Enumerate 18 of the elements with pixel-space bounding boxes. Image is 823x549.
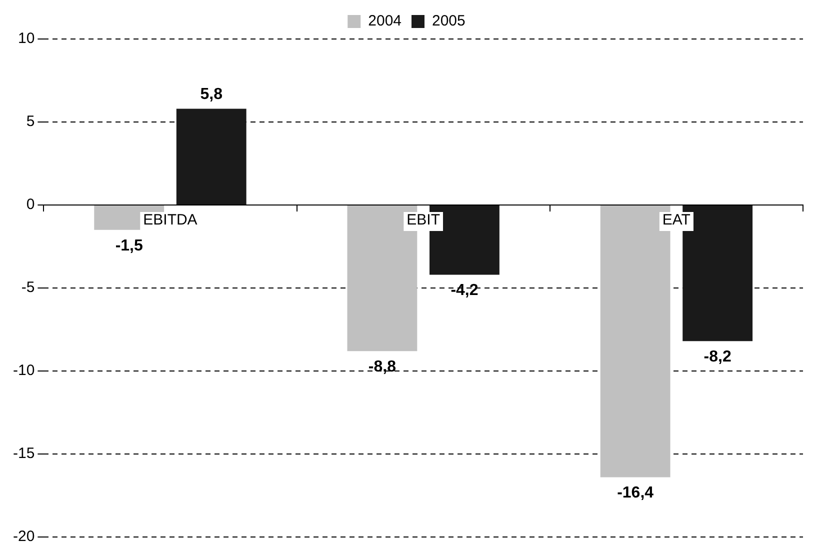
legend-label: 2005 — [432, 12, 466, 30]
legend-label: 2004 — [368, 12, 402, 30]
x-tick-label: EBITDA — [143, 212, 198, 229]
x-tick-label: EAT — [662, 212, 690, 229]
data-label: -4,2 — [450, 282, 478, 300]
y-tick-label: 0 — [26, 196, 35, 214]
y-tick-label: -20 — [12, 528, 35, 546]
x-tick-label: EBIT — [406, 212, 440, 229]
y-tick-label: 5 — [26, 113, 35, 130]
data-label: 5,8 — [200, 86, 223, 104]
data-label: -16,4 — [617, 484, 654, 502]
data-label: -8,8 — [368, 358, 396, 376]
y-tick-label: -10 — [12, 362, 35, 380]
data-label: -8,2 — [704, 348, 732, 366]
y-tick-label: 10 — [18, 30, 35, 48]
y-tick-label: -15 — [12, 445, 35, 462]
y-tick-label: -5 — [21, 279, 35, 296]
data-label: -1,5 — [115, 237, 143, 254]
